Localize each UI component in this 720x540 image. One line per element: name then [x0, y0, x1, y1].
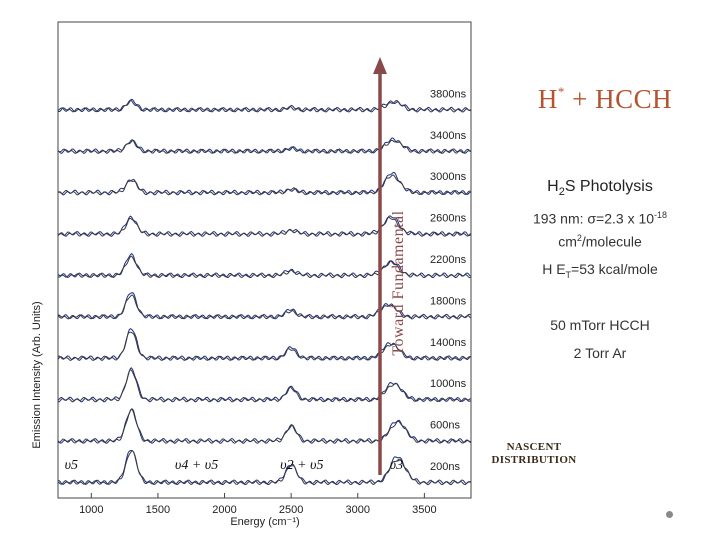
series-label-2200ns: 2200ns	[430, 254, 467, 266]
subtitle-photolysis: H2S Photolysis	[547, 178, 653, 199]
pressure-hcch-line: 50 mTorr HCCH	[550, 317, 650, 333]
arrow-label: Toward Fundamental	[390, 210, 407, 355]
slide-dot	[666, 511, 673, 518]
trace-3400ns-fit	[57, 139, 471, 154]
trace-200ns-data	[57, 450, 471, 486]
x-tick-label: 1500	[146, 504, 170, 516]
trace-1000ns-fit	[57, 368, 471, 403]
spectra-traces	[57, 98, 471, 486]
x-axis: 1000 1500 2000 2500 3000 3500	[79, 493, 437, 516]
series-label-2600ns: 2600ns	[430, 213, 467, 225]
series-label-200ns: 200ns	[430, 461, 460, 473]
x-tick-label: 3000	[346, 504, 370, 516]
trace-600ns-fit	[57, 408, 471, 444]
series-label-3800ns: 3800ns	[430, 88, 467, 100]
y-axis-label: Emission Intensity (Arb. Units)	[31, 301, 43, 448]
series-label-3000ns: 3000ns	[430, 171, 467, 183]
arrow-head	[373, 57, 387, 74]
trace-2600ns-fit	[57, 216, 471, 237]
series-label-1000ns: 1000ns	[430, 378, 467, 390]
series-label-1800ns: 1800ns	[430, 295, 467, 307]
trace-3000ns-fit	[57, 174, 471, 196]
peak-annotation: υ5	[65, 458, 78, 473]
slide-title: H* + HCCH	[537, 84, 673, 114]
toward-fundamental-arrow	[373, 57, 387, 475]
trace-1800ns-data	[58, 292, 471, 320]
x-axis-label: Energy (cm⁻¹)	[230, 516, 299, 528]
series-label-3400ns: 3400ns	[430, 130, 467, 142]
trace-2200ns-data	[57, 252, 471, 279]
series-labels: 200ns 600ns 1000ns 1400ns 1800ns 2200ns 2600ns…	[430, 88, 467, 473]
trace-3800ns-fit	[57, 99, 471, 113]
trace-1800ns-fit	[57, 294, 471, 320]
peak-annotation: υ3	[390, 458, 403, 473]
trace-2200ns-fit	[57, 255, 471, 279]
series-label-600ns: 600ns	[430, 420, 460, 432]
x-tick-label: 1000	[79, 504, 103, 516]
series-label-1400ns: 1400ns	[430, 337, 467, 349]
nascent-distribution-label: NASCENT DISTRIBUTION	[491, 441, 577, 466]
pressure-ar-line: 2 Torr Ar	[573, 345, 627, 361]
x-tick-label: 2000	[212, 504, 236, 516]
x-tick-label: 3500	[412, 504, 436, 516]
x-tick-label: 2500	[279, 504, 303, 516]
energy-line: H ET=53 kcal/mole	[542, 261, 658, 280]
cross-section-line: 193 nm: σ=2.3 x 10-18	[532, 210, 668, 227]
units-line: cm2/molecule	[558, 233, 642, 250]
peak-annotation: υ2 + υ5	[280, 458, 323, 473]
peak-annotations: υ3 υ2 + υ5 υ4 + υ5 υ5	[65, 458, 404, 473]
plot-frame	[57, 21, 472, 499]
trace-200ns-fit	[57, 450, 471, 486]
trace-1400ns-fit	[57, 331, 471, 361]
peak-annotation: υ4 + υ5	[175, 458, 218, 473]
